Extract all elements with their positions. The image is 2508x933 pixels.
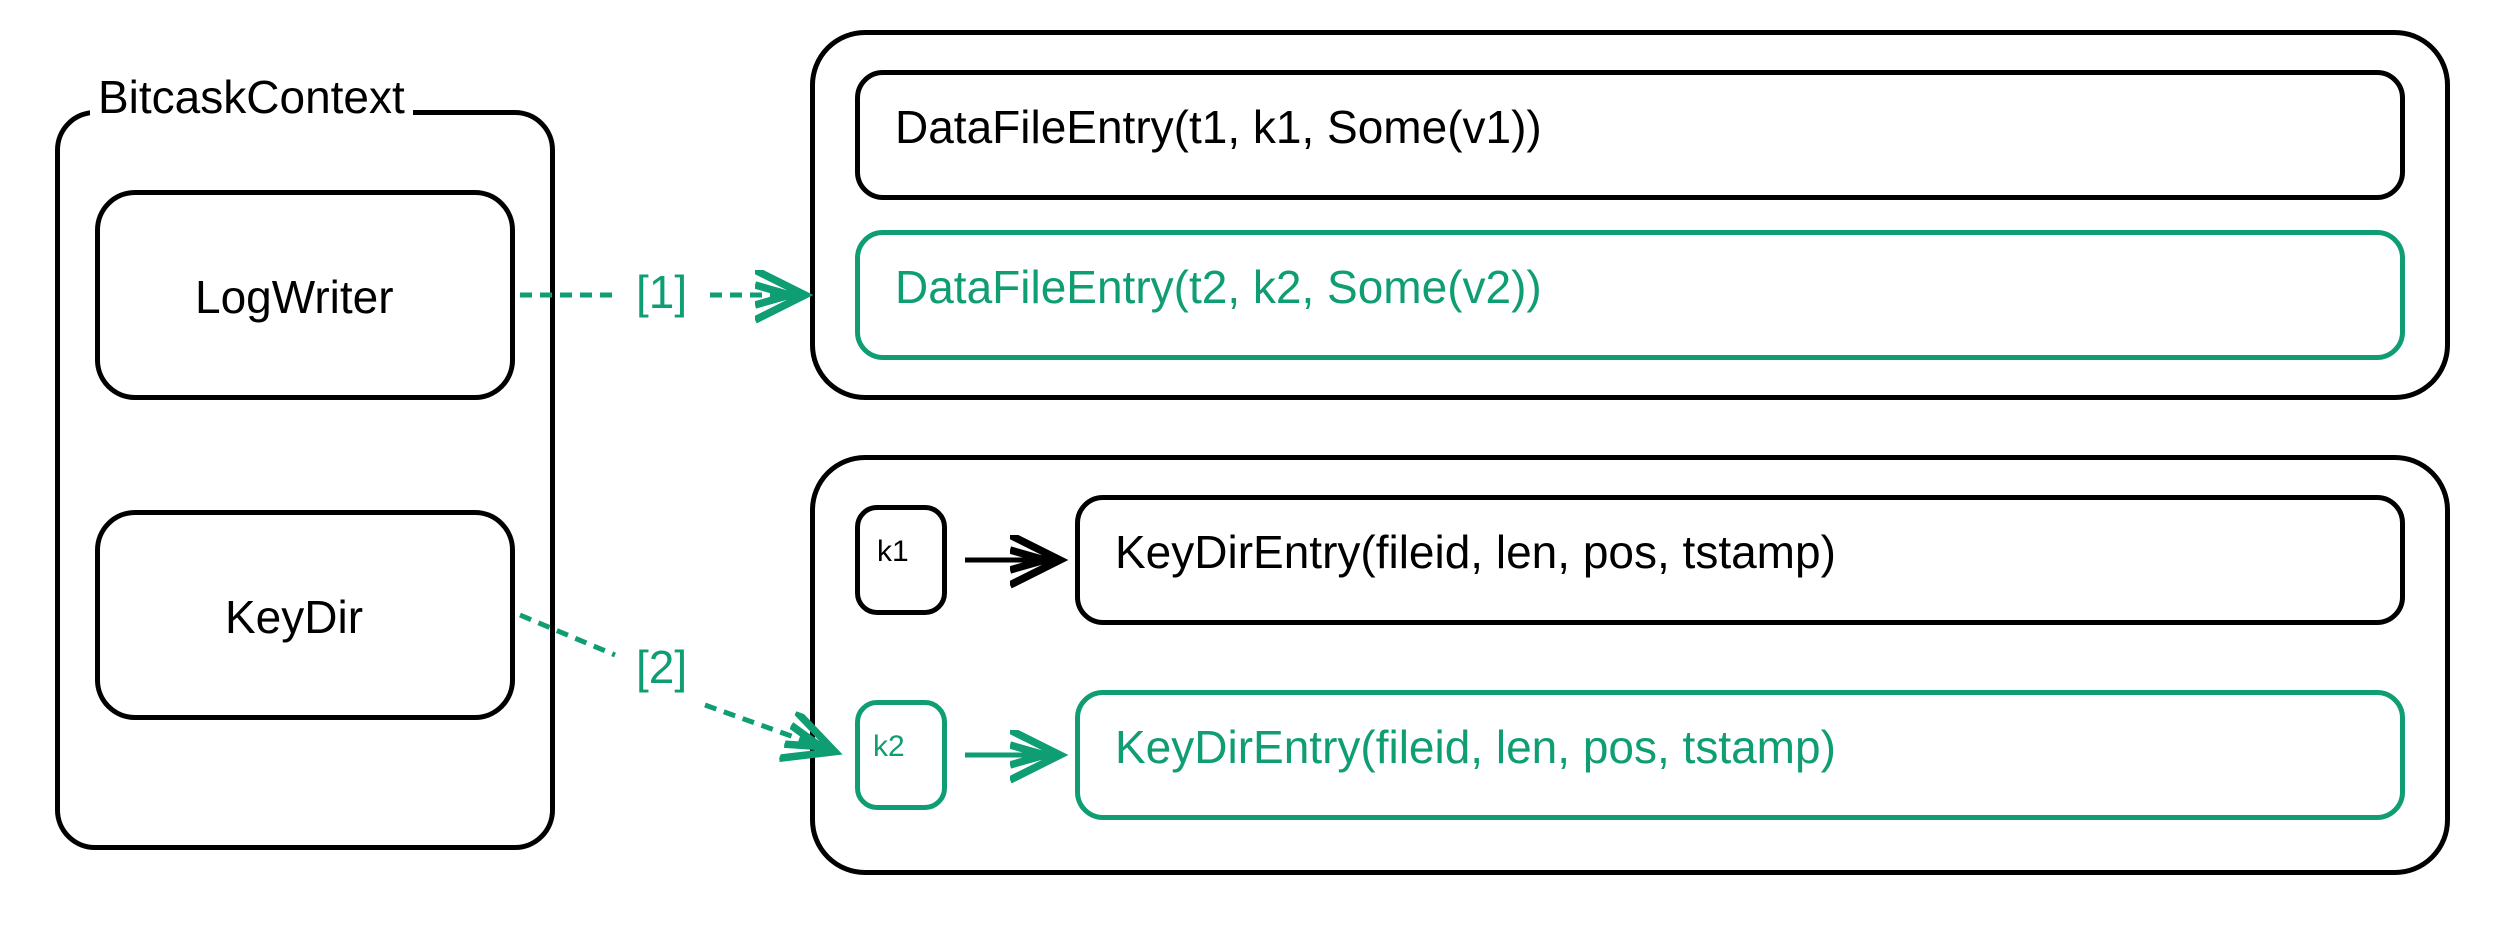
arrow-2-label: [2] bbox=[630, 640, 693, 694]
arrow-2-seg-b bbox=[705, 705, 830, 750]
arrows-layer bbox=[0, 0, 2508, 933]
arrow-1-label: [1] bbox=[630, 265, 693, 319]
arrow-2-seg-a bbox=[520, 615, 615, 655]
